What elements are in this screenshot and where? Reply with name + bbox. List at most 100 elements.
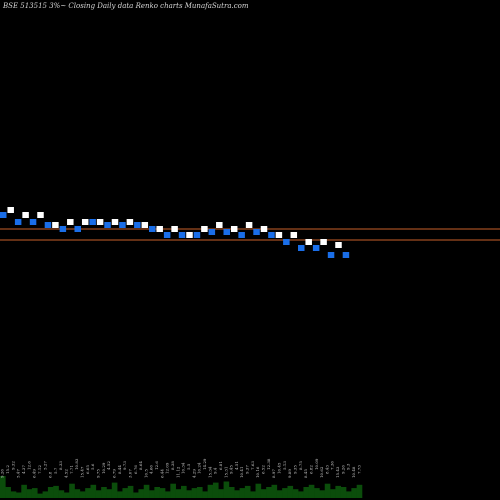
renko-brick-up: [216, 222, 223, 228]
volume-bar: [250, 491, 256, 498]
volume-label: 4.66: [149, 465, 154, 474]
volume-label: 14.29: [202, 458, 207, 470]
renko-brick-up: [335, 242, 342, 248]
renko-brick-down: [149, 226, 156, 232]
renko-brick-up: [275, 232, 283, 238]
volume-label: 9.3: [346, 463, 351, 470]
volume-bar: [47, 487, 54, 498]
volume-label: 10.62: [319, 466, 324, 478]
volume-label: 8.33: [58, 461, 63, 470]
volume-bar: [218, 489, 224, 498]
renko-brick-up: [201, 226, 208, 232]
volume-label: 5.7: [53, 467, 58, 474]
volume-bar: [170, 483, 176, 498]
volume-label: 5.5: [186, 463, 191, 470]
renko-brick-down: [193, 232, 201, 238]
volume-label: 10.41: [239, 467, 244, 478]
renko-brick-up: [320, 239, 327, 245]
volume-label: 9.26: [340, 465, 345, 474]
renko-brick-down: [104, 222, 111, 228]
volume-bar: [175, 489, 182, 498]
volume-bar: [90, 484, 97, 498]
volume-label: 8.97: [271, 469, 276, 478]
volume-label: 10.24: [197, 462, 202, 474]
volume-bar: [53, 485, 59, 498]
volume-bar: [282, 488, 288, 498]
volume-bar: [85, 488, 91, 498]
volume-bar: [324, 483, 331, 498]
renko-brick-down: [342, 252, 350, 258]
volume-label: 9.37: [245, 465, 250, 474]
renko-brick-down: [312, 245, 320, 251]
renko-brick-down: [163, 232, 171, 238]
renko-brick-down: [44, 222, 52, 228]
volume-label: 6.79: [111, 469, 116, 478]
volume-bar: [319, 490, 326, 498]
volume-label: 9.35: [292, 465, 297, 474]
volume-label: 4.37: [21, 465, 26, 474]
volume-bar: [21, 484, 27, 498]
volume-label: 7.71: [69, 465, 74, 474]
renko-brick-up: [111, 219, 119, 225]
volume-label: 4.52: [106, 461, 111, 470]
volume-label: 12.38: [266, 458, 271, 470]
volume-label: 4.29: [191, 469, 196, 478]
volume-label: 4.52: [64, 469, 69, 478]
volume-label: 6.49: [32, 469, 37, 478]
volume-bar: [37, 493, 43, 498]
renko-brick-up: [171, 226, 178, 232]
renko-brick-up: [7, 207, 14, 213]
volume-label: 5.13: [282, 461, 287, 470]
reference-lines: [0, 228, 500, 241]
renko-brick-down: [208, 229, 216, 235]
renko-brick-up: [22, 212, 29, 218]
volume-label: 7.36: [330, 461, 335, 470]
chart-title: BSE 513515 3%~ Closing Daily data Renko …: [2, 2, 249, 10]
volume-bar: [15, 492, 22, 498]
volume-bar: [154, 487, 160, 498]
volume-bar: [74, 489, 81, 498]
volume-label: 6.82: [308, 465, 313, 474]
volume-bar: [106, 489, 113, 498]
volume-bar: [314, 488, 320, 498]
volume-panel: [0, 476, 363, 498]
volume-label: 6.81: [218, 461, 223, 470]
volume-label: 15.2: [5, 465, 10, 474]
volume-label: 9.32: [10, 461, 15, 470]
volume-label: 3.07: [127, 469, 132, 478]
renko-brick-up: [96, 219, 104, 225]
volume-bar: [351, 488, 357, 498]
volume-bar: [143, 484, 150, 498]
volume-label: 10.45: [276, 462, 281, 474]
volume-label: 10.09: [314, 458, 319, 470]
renko-brick-down: [59, 226, 67, 232]
volume-label: 10.83: [74, 458, 79, 470]
renko-brick-down: [0, 212, 7, 218]
volume-label: 9.4: [213, 467, 218, 474]
volume-bar: [356, 484, 363, 498]
volume-bar: [346, 491, 352, 498]
volume-label: 7.63: [250, 461, 255, 470]
volume-label: 5.6: [90, 463, 95, 470]
renko-brick-down: [14, 219, 22, 225]
volume-bar: [69, 483, 75, 498]
volume-label: 6.76: [133, 465, 138, 474]
volume-bar: [255, 483, 262, 498]
renko-brick-down: [74, 226, 81, 232]
volume-label: 8.38: [170, 461, 175, 470]
renko-brick-down: [119, 222, 126, 228]
volume-label: 6.44: [159, 469, 164, 478]
volume-label: 5.27: [42, 461, 47, 470]
volume-label: 8.45: [303, 469, 308, 478]
volume-bar: [165, 491, 171, 498]
renko-brick-up: [186, 232, 193, 238]
volume-bar: [207, 484, 214, 498]
renko-brick-up: [37, 212, 44, 218]
volume-labels: 9.26 15.2 9.325.47 4.37 12.66.49 7.12 5.276.85…: [0, 458, 361, 478]
volume-label: 6.8: [48, 471, 53, 478]
volume-bar: [223, 481, 230, 498]
volume-label: 8.43: [324, 465, 329, 474]
volume-bar: [202, 491, 208, 498]
volume-bar: [292, 489, 299, 498]
